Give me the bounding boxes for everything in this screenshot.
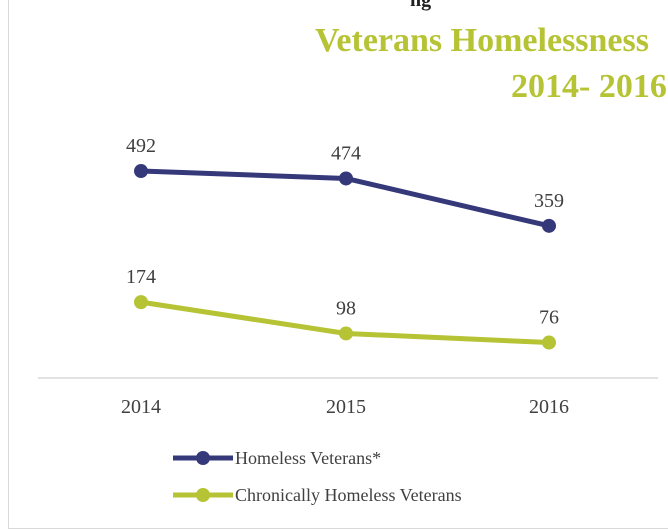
data-point bbox=[542, 335, 556, 350]
legend-swatch-marker bbox=[196, 488, 210, 502]
data-label: 474 bbox=[331, 142, 361, 164]
x-tick-label: 2014 bbox=[121, 396, 161, 418]
data-label: 174 bbox=[126, 266, 156, 288]
x-tick-label: 2015 bbox=[326, 396, 366, 418]
data-point bbox=[134, 295, 148, 310]
data-label: 492 bbox=[126, 135, 156, 157]
clipped-heading: ng bbox=[410, 0, 432, 11]
data-point bbox=[134, 164, 148, 179]
legend-label: Chronically Homeless Veterans bbox=[235, 485, 462, 505]
data-point bbox=[542, 218, 556, 233]
chart-title-line-1: Veterans Homelessness bbox=[315, 22, 649, 59]
data-label: 98 bbox=[336, 297, 356, 319]
legend-label: Homeless Veterans* bbox=[235, 448, 381, 468]
data-point bbox=[339, 326, 353, 341]
legend-swatch-marker bbox=[196, 451, 210, 465]
chart-title-line-2: 2014- 2016 bbox=[511, 68, 667, 105]
x-tick-label: 2016 bbox=[529, 396, 569, 418]
data-label: 76 bbox=[539, 307, 559, 329]
data-point bbox=[339, 171, 353, 186]
data-label: 359 bbox=[534, 190, 564, 212]
